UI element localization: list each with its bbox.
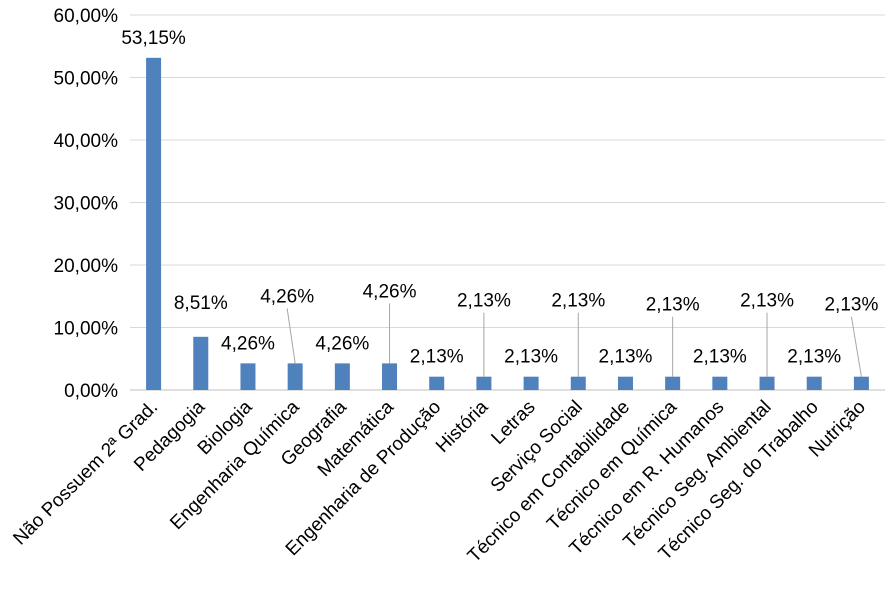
y-tick-label: 50,00% — [54, 69, 119, 90]
y-tick-label: 10,00% — [54, 319, 119, 340]
bar — [382, 363, 398, 390]
data-label: 2,13% — [740, 291, 794, 312]
leader-line — [850, 316, 862, 377]
bar — [853, 376, 869, 390]
data-label: 2,13% — [410, 347, 464, 368]
leader-line — [286, 308, 296, 364]
bar — [240, 363, 256, 390]
bar — [476, 376, 492, 390]
data-label: 2,13% — [646, 295, 700, 316]
data-label: 4,26% — [260, 286, 314, 307]
data-label: 4,26% — [315, 333, 369, 354]
category-label: Não Possuem 2ª Grad. — [9, 397, 162, 550]
bar — [146, 57, 162, 390]
bar — [523, 376, 539, 390]
data-label: 2,13% — [551, 291, 605, 312]
y-axis-tick-labels: 0,00% 10,00% 20,00% 30,00% 40,00% 50,00% 60,00… — [54, 6, 119, 402]
category-label: História — [432, 396, 493, 457]
bar — [806, 376, 822, 390]
bar — [287, 363, 303, 390]
data-label: 4,26% — [363, 281, 417, 302]
data-label: 2,13% — [457, 291, 511, 312]
data-label: 53,15% — [121, 28, 186, 49]
bar — [665, 376, 681, 390]
bar — [617, 376, 633, 390]
bar — [759, 376, 775, 390]
y-tick-label: 30,00% — [54, 194, 119, 215]
data-label: 2,13% — [824, 295, 878, 316]
bar — [712, 376, 728, 390]
label-leader-lines — [286, 303, 862, 377]
data-label: 2,13% — [599, 347, 653, 368]
data-label: 2,13% — [693, 347, 747, 368]
y-tick-label: 0,00% — [64, 381, 118, 402]
y-tick-label: 60,00% — [54, 6, 119, 27]
bar — [570, 376, 586, 390]
data-label: 4,26% — [221, 333, 275, 354]
bar — [334, 363, 350, 390]
data-label: 2,13% — [787, 347, 841, 368]
bars — [146, 57, 869, 390]
data-labels: 53,15% 8,51% 4,26% 4,26% 4,26% 4,26% 2,13% 2,13… — [121, 28, 878, 368]
data-label: 2,13% — [504, 347, 558, 368]
bar — [193, 336, 209, 390]
y-tick-label: 40,00% — [54, 131, 119, 152]
bar — [429, 376, 445, 390]
data-label: 8,51% — [174, 293, 228, 314]
x-axis-category-labels: Não Possuem 2ª Grad.PedagogiaBiologiaEng… — [9, 396, 870, 566]
gridlines — [130, 14, 885, 391]
y-tick-label: 20,00% — [54, 256, 119, 277]
